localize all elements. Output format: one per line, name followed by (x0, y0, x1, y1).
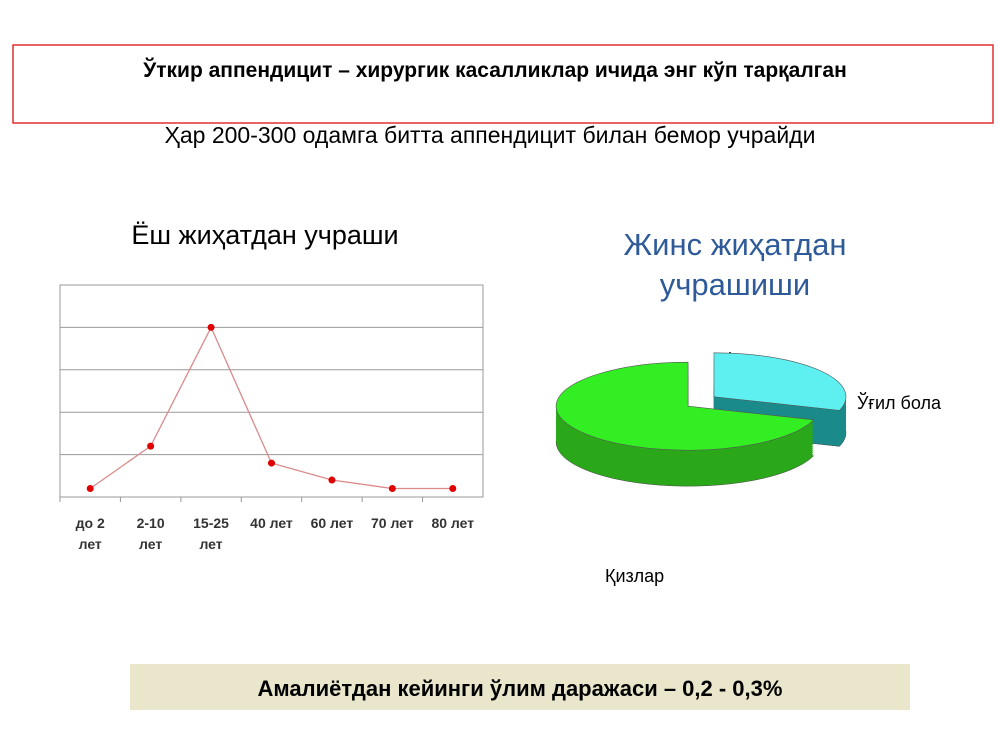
point (147, 442, 155, 450)
x-tick-label: 15-25 лет (193, 515, 229, 552)
header-box (12, 44, 994, 124)
line-chart-title: Ёш жиҳатдан учраши (131, 220, 399, 250)
header-subtitle: Ҳар 200-300 одамга битта аппендицит била… (164, 122, 816, 148)
point (207, 323, 215, 331)
footer-text: Амалиётдан кейинги ўлим даражаси – 0,2 -… (257, 676, 783, 701)
slice (555, 361, 815, 451)
x-tick-label: 2-10 лет (136, 515, 165, 552)
x-tick-label: 40 лет (250, 515, 293, 531)
point (86, 485, 94, 493)
point (328, 476, 336, 484)
x-tick-label: 70 лет (371, 515, 414, 531)
point (388, 485, 396, 493)
slice-label: Қизлар (605, 566, 665, 586)
slice (713, 352, 847, 411)
point (449, 485, 457, 493)
x-tick-label: до 2 лет (75, 515, 105, 552)
pie-chart-title: Жинс жиҳатдан учрашиши (623, 227, 847, 302)
point (268, 459, 275, 467)
x-tick-label: 60 лет (310, 515, 354, 531)
slice-label: Ўғил бола (857, 393, 941, 413)
footer-box (130, 664, 910, 710)
x-tick-label: 80 лет (431, 515, 475, 531)
header-title: Ўткир аппендицит – хирургик касалликлар … (143, 59, 847, 82)
